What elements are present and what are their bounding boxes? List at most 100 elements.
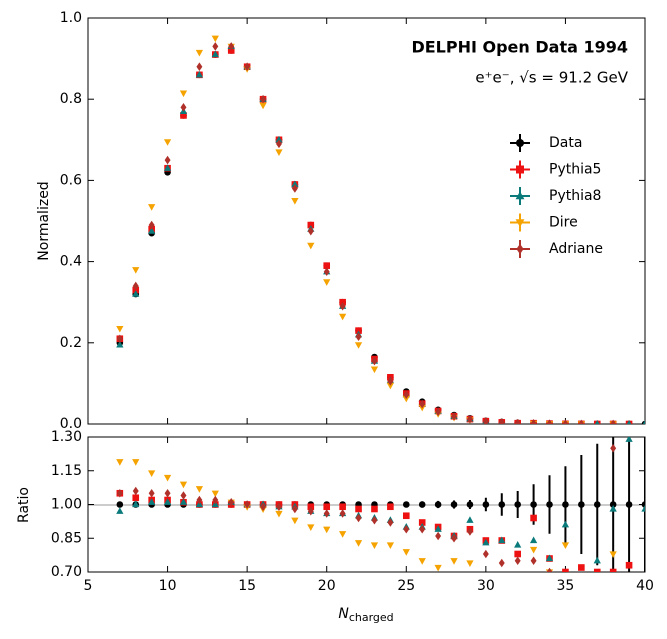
marker bbox=[516, 139, 524, 147]
marker bbox=[625, 501, 633, 508]
marker bbox=[434, 564, 442, 572]
marker bbox=[387, 377, 394, 386]
marker bbox=[116, 488, 123, 498]
marker bbox=[164, 488, 171, 498]
marker bbox=[609, 551, 617, 558]
marker bbox=[355, 505, 362, 513]
marker bbox=[259, 102, 267, 110]
marker bbox=[387, 503, 394, 511]
marker bbox=[386, 382, 395, 390]
marker bbox=[434, 525, 442, 532]
marker bbox=[419, 524, 426, 534]
marker bbox=[386, 542, 395, 549]
marker bbox=[642, 420, 645, 424]
marker bbox=[466, 527, 473, 536]
marker bbox=[323, 526, 331, 534]
marker bbox=[148, 220, 155, 230]
marker bbox=[132, 459, 140, 466]
series-layer bbox=[116, 35, 645, 424]
marker bbox=[418, 519, 426, 526]
marker bbox=[514, 541, 522, 548]
marker bbox=[148, 498, 156, 505]
marker bbox=[132, 281, 139, 291]
marker bbox=[529, 536, 538, 544]
marker bbox=[116, 334, 123, 344]
y-tick-label: 0.85 bbox=[51, 530, 82, 546]
y-tick-label: 1.30 bbox=[51, 429, 82, 445]
marker bbox=[339, 509, 346, 518]
marker bbox=[212, 495, 219, 505]
marker bbox=[195, 49, 204, 57]
marker bbox=[307, 242, 315, 250]
marker bbox=[196, 62, 203, 72]
marker bbox=[530, 556, 537, 566]
marker bbox=[434, 501, 442, 508]
x-tick-label: 10 bbox=[159, 578, 177, 594]
marker bbox=[371, 515, 378, 525]
marker bbox=[578, 501, 585, 508]
marker bbox=[179, 90, 188, 98]
marker bbox=[291, 198, 299, 205]
marker bbox=[323, 279, 331, 286]
marker bbox=[466, 560, 474, 567]
marker bbox=[562, 501, 569, 508]
marker bbox=[498, 418, 505, 424]
marker bbox=[132, 486, 139, 496]
marker bbox=[498, 536, 506, 544]
marker bbox=[163, 474, 172, 482]
marker bbox=[402, 395, 410, 403]
marker bbox=[355, 327, 362, 334]
marker bbox=[275, 510, 283, 518]
marker bbox=[338, 313, 347, 321]
marker bbox=[530, 419, 537, 424]
x-axis-label-sub: charged bbox=[349, 611, 394, 624]
legend-label: Data bbox=[549, 135, 582, 151]
legend-label: Pythia8 bbox=[549, 188, 601, 204]
marker bbox=[451, 533, 457, 543]
y-tick-label: 0.4 bbox=[60, 254, 82, 270]
marker bbox=[338, 531, 347, 538]
marker bbox=[132, 290, 140, 297]
marker bbox=[466, 501, 474, 508]
marker bbox=[466, 414, 473, 424]
marker bbox=[260, 502, 267, 512]
marker bbox=[180, 103, 187, 112]
x-tick-label: 15 bbox=[238, 578, 256, 594]
marker bbox=[211, 490, 219, 498]
y-tick-label: 1.15 bbox=[51, 463, 82, 479]
marker bbox=[211, 35, 219, 43]
marker bbox=[195, 486, 204, 493]
marker bbox=[450, 558, 458, 565]
marker bbox=[132, 500, 140, 508]
marker bbox=[276, 139, 282, 149]
marker bbox=[546, 501, 553, 508]
marker bbox=[211, 50, 219, 58]
marker bbox=[116, 459, 124, 466]
marker bbox=[228, 497, 235, 507]
marker bbox=[228, 42, 235, 51]
marker bbox=[403, 390, 410, 400]
marker bbox=[450, 501, 458, 508]
marker bbox=[148, 470, 156, 477]
marker bbox=[132, 494, 140, 502]
marker bbox=[546, 567, 553, 572]
marker bbox=[562, 419, 569, 424]
marker bbox=[609, 568, 617, 572]
marker bbox=[641, 505, 645, 512]
marker bbox=[307, 506, 314, 516]
marker bbox=[578, 419, 585, 424]
marker bbox=[323, 509, 330, 518]
marker bbox=[323, 262, 331, 269]
marker bbox=[116, 501, 124, 508]
chart-title: DELPHI Open Data 1994 bbox=[411, 38, 628, 57]
marker bbox=[625, 561, 633, 569]
plot-frame bbox=[87, 17, 646, 425]
marker bbox=[195, 70, 204, 78]
marker bbox=[196, 495, 203, 505]
marker bbox=[418, 501, 426, 508]
series-layer bbox=[116, 437, 645, 572]
marker bbox=[403, 524, 410, 534]
marker bbox=[482, 549, 489, 559]
marker bbox=[291, 517, 299, 525]
